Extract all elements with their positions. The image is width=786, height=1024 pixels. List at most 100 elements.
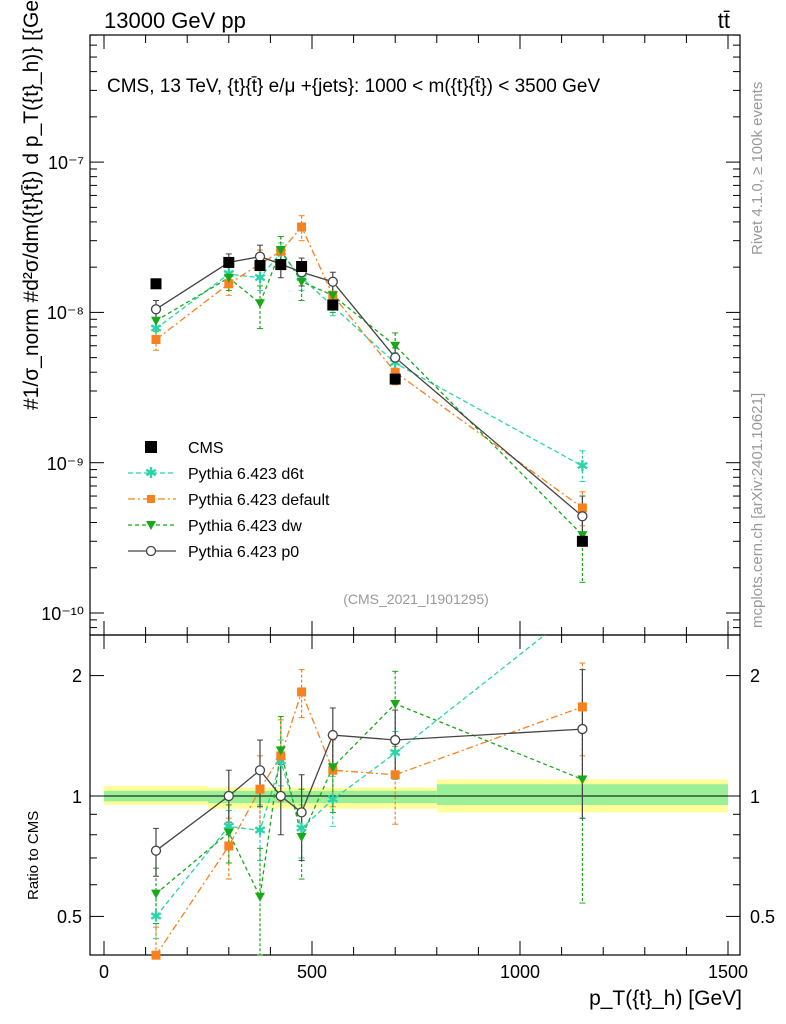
ratio-data-point	[255, 892, 265, 902]
ratio-data-point: ✱	[150, 908, 163, 925]
ratio-data-point	[390, 770, 400, 780]
x-tick-label: 1000	[500, 962, 540, 982]
legend-marker-p0	[145, 545, 157, 557]
main-data-point	[297, 222, 307, 232]
main-data-point	[150, 304, 162, 315]
ratio-data-point	[223, 828, 234, 838]
x-axis-title: p_T({t}_h) [GeV]	[589, 987, 742, 1010]
ratio-band-green	[208, 790, 437, 804]
ratio-data-point	[150, 845, 162, 856]
ratio-panel-frame	[89, 634, 741, 956]
legend-label: Pythia 6.423 p0	[188, 544, 299, 561]
energy-label: 13000 GeV pp	[104, 8, 246, 33]
cms-data-point	[275, 259, 287, 271]
ratio-lines-group	[155, 635, 583, 955]
main-data-point	[390, 341, 401, 351]
main-data-point	[390, 352, 401, 363]
main-data-point	[390, 367, 400, 377]
ratio-data-point	[296, 807, 307, 818]
ratio-y-axis-title: Ratio to CMS	[25, 811, 42, 900]
main-y-axis-title: #1/σ_norm #d²σ/dm({t}{t̄}) d p_T({t}_h)}…	[20, 0, 43, 410]
legend-marker-default	[147, 495, 155, 503]
main-y-tick-label: 10⁻¹⁰	[41, 604, 84, 624]
ratio-y-tick-label-right: 2	[750, 666, 760, 686]
cms-data-point	[389, 373, 401, 385]
side-label-site: mcplots.cern.ch [arXiv:2401.10621]	[749, 393, 766, 628]
ratio-data-point	[275, 790, 286, 802]
main-data-point	[275, 246, 286, 256]
ratio-y-tick-label-right: 1	[750, 787, 760, 807]
x-tick-label: 1500	[708, 962, 748, 982]
legend: CMS ✱ Pythia 6.423 d6t Pythia 6.423 defa…	[128, 440, 330, 561]
ratio-series-line	[155, 690, 583, 955]
ratio-y-tick-label-right: 0.5	[750, 907, 775, 927]
analysis-id: (CMS_2021_I1901295)	[343, 591, 489, 607]
main-y-tick-label: 10⁻⁸	[47, 303, 84, 323]
ratio-data-point	[390, 699, 401, 709]
ratio-data-point	[223, 790, 234, 802]
process-label: tt̄	[718, 8, 730, 33]
main-data-point	[296, 277, 307, 287]
ratio-y-tick-label: 0.5	[57, 907, 82, 927]
plot-title: CMS, 13 TeV, {t}{t̄} e/μ +{jets}: 1000 <…	[107, 76, 600, 97]
main-series-line	[155, 225, 583, 509]
ratio-data-point	[327, 729, 338, 741]
ratio-data-point	[151, 950, 161, 960]
main-data-point	[577, 503, 587, 513]
ratio-data-point: ✱	[254, 822, 267, 839]
cms-data-point	[254, 260, 266, 272]
ratio-series-line	[155, 635, 546, 917]
x-tick-label: 0	[99, 962, 109, 982]
legend-label: CMS	[188, 440, 224, 457]
main-data-point	[577, 511, 588, 522]
cms-data-point	[296, 261, 308, 273]
ratio-data-point: ✱	[327, 792, 340, 809]
ratio-data-point	[224, 841, 234, 851]
cms-data-point	[576, 535, 588, 547]
ratio-data-point	[151, 889, 161, 899]
ratio-data-point	[577, 723, 588, 735]
main-data-point	[255, 299, 265, 309]
ratio-series-line	[155, 703, 583, 899]
ratio-series-line	[155, 728, 583, 852]
main-data-point	[254, 251, 266, 262]
legend-label: Pythia 6.423 d6t	[188, 466, 304, 483]
main-data-point: ✱	[254, 270, 267, 287]
x-tick-label: 500	[297, 962, 327, 982]
ratio-y-tick-label: 1	[72, 787, 82, 807]
ratio-data-point	[275, 746, 286, 756]
main-data-point: ✱	[150, 321, 163, 338]
ratio-data-point	[276, 751, 286, 761]
main-data-point	[224, 279, 234, 289]
cms-data-point	[223, 256, 235, 268]
ratio-data-point	[297, 687, 307, 697]
cms-data-point	[327, 299, 339, 311]
main-data-point	[327, 276, 338, 287]
main-data-point	[151, 316, 161, 326]
main-data-point	[223, 273, 234, 283]
legend-marker-dw	[146, 521, 156, 530]
main-data-point	[577, 531, 588, 541]
cms-data-point	[150, 278, 162, 290]
legend-label: Pythia 6.423 default	[188, 492, 330, 509]
ratio-data-point	[296, 832, 307, 842]
side-label-rivet: Rivet 4.1.0, ≥ 100k events	[749, 82, 766, 255]
main-y-tick-label: 10⁻⁷	[48, 153, 84, 173]
ratio-data-point	[577, 775, 588, 785]
ratio-data-point	[577, 702, 587, 712]
main-data-point	[327, 291, 338, 301]
ratio-y-tick-label: 2	[72, 666, 82, 686]
legend-label: Pythia 6.423 dw	[188, 518, 302, 535]
ratio-data-point: ✱	[389, 745, 402, 762]
ratio-data-point	[390, 734, 401, 746]
main-data-point: ✱	[576, 458, 589, 475]
main-y-tick-label: 10⁻⁹	[47, 454, 84, 474]
ratio-data-point	[255, 784, 265, 794]
legend-marker-d6t: ✱	[145, 465, 158, 482]
main-series-line	[155, 248, 583, 536]
ratio-data-point	[327, 763, 338, 773]
legend-marker-cms	[145, 441, 157, 453]
main-series-line	[155, 251, 583, 467]
main-data-point	[151, 335, 161, 345]
